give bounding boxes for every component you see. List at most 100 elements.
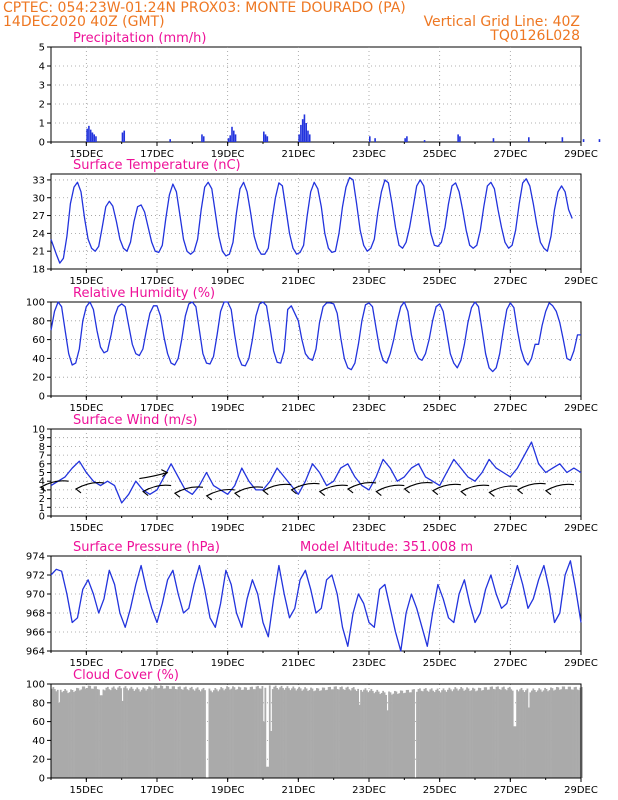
cloud-bar bbox=[364, 688, 367, 778]
panel-3: 0 20 40 60 80 100 15DEC 17DEC 19DEC 21DEC 23DEC 25D… bbox=[26, 286, 598, 414]
cloud-bar bbox=[184, 686, 187, 778]
cloud-bar bbox=[461, 688, 464, 778]
cloud-bar bbox=[523, 691, 526, 778]
y-tick-label: 60 bbox=[32, 717, 45, 728]
x-tick-label: 21DEC bbox=[281, 276, 315, 287]
cloud-bar bbox=[538, 688, 541, 778]
cloud-bar bbox=[193, 690, 196, 778]
x-tick-label: 25DEC bbox=[423, 403, 457, 414]
cloud-bar bbox=[501, 687, 504, 778]
cloud-bar bbox=[210, 690, 212, 778]
cloud-bar bbox=[514, 726, 517, 778]
wind-arrow bbox=[431, 483, 461, 496]
cloud-bar bbox=[299, 688, 302, 778]
precip-bar bbox=[457, 134, 459, 142]
precip-bar bbox=[231, 126, 233, 142]
cloud-bar bbox=[121, 700, 124, 778]
wind-arrow bbox=[290, 482, 320, 495]
x-tick-label: 17DEC bbox=[140, 403, 174, 414]
cloud-bar bbox=[196, 687, 199, 778]
cloud-bar bbox=[224, 688, 227, 778]
wind-arrow bbox=[460, 484, 490, 496]
y-tick-label: 2 bbox=[39, 100, 45, 111]
cloud-bar bbox=[189, 687, 192, 778]
cloud-bar bbox=[439, 692, 442, 778]
cloud-bar bbox=[127, 690, 130, 778]
precip-bar bbox=[459, 136, 461, 142]
cloud-bar bbox=[267, 766, 270, 778]
cloud-bar bbox=[187, 690, 190, 778]
cloud-bar bbox=[158, 687, 161, 778]
cloud-bar bbox=[566, 689, 569, 778]
cloud-bar bbox=[526, 688, 529, 778]
x-tick-label: 27DEC bbox=[493, 523, 527, 534]
cloud-bar bbox=[279, 687, 281, 778]
cloud-bar bbox=[520, 687, 523, 778]
y-tick-label: 1 bbox=[39, 503, 45, 514]
y-tick-label: 40 bbox=[32, 736, 45, 747]
cloud-bar bbox=[70, 689, 72, 778]
cloud-bar bbox=[408, 692, 411, 778]
cloud-bar bbox=[162, 688, 165, 778]
y-tick-label: 80 bbox=[32, 698, 45, 709]
panel-1: 0 1 2 3 4 5 15DEC 17DEC 19DEC 21DEC 23DEC 25DEC 27DE… bbox=[39, 31, 601, 160]
cloud-bar bbox=[529, 692, 532, 778]
cloud-bar bbox=[335, 686, 337, 778]
x-tick-label: 23DEC bbox=[352, 658, 386, 669]
cloud-bar bbox=[286, 686, 289, 778]
cloud-bar bbox=[240, 689, 243, 778]
precip-bar bbox=[264, 134, 267, 142]
cloud-bar bbox=[522, 690, 524, 778]
cloud-bar bbox=[548, 690, 551, 778]
cloud-bar bbox=[367, 692, 370, 778]
wind-arrow bbox=[375, 484, 405, 496]
wind-arrow bbox=[205, 488, 235, 501]
precip-bar bbox=[232, 130, 235, 142]
cloud-bar bbox=[265, 766, 268, 778]
cloud-bar bbox=[255, 686, 258, 778]
panel-frame bbox=[50, 173, 582, 270]
panel-frame-top bbox=[50, 683, 582, 779]
x-tick-label: 17DEC bbox=[140, 276, 174, 287]
cloud-bar bbox=[140, 689, 143, 778]
cloud-bar bbox=[420, 690, 423, 778]
precip-bar bbox=[307, 130, 309, 142]
cloud-bar bbox=[542, 690, 545, 778]
cloud-bar bbox=[61, 692, 64, 778]
x-tick-label: 25DEC bbox=[423, 658, 457, 669]
cloud-bar bbox=[358, 704, 361, 778]
cloud-bar bbox=[64, 688, 67, 778]
cloud-bar bbox=[560, 689, 563, 778]
y-tick-label: 1 bbox=[39, 119, 45, 130]
cloud-bar bbox=[282, 688, 284, 778]
cloud-bar bbox=[249, 686, 252, 778]
x-tick-label: 23DEC bbox=[352, 149, 386, 160]
cloud-bar bbox=[457, 690, 460, 778]
cloud-bar bbox=[283, 689, 286, 778]
cloud-bar bbox=[114, 688, 117, 778]
cloud-bar bbox=[288, 688, 290, 778]
x-tick-label: 23DEC bbox=[352, 785, 386, 796]
cloud-bar bbox=[311, 688, 314, 778]
cloud-bar bbox=[217, 691, 220, 778]
cloud-bar bbox=[177, 686, 180, 778]
precip-bar bbox=[121, 132, 124, 142]
cloud-bar bbox=[316, 688, 318, 778]
y-tick-label: 4 bbox=[39, 477, 45, 488]
y-tick-label: 60 bbox=[32, 335, 45, 346]
cloud-bar bbox=[102, 689, 105, 778]
cloud-bar bbox=[578, 690, 580, 778]
cloud-bar bbox=[579, 687, 582, 778]
cloud-bar bbox=[65, 690, 68, 778]
cloud-bar bbox=[168, 688, 171, 778]
cloud-bar bbox=[273, 686, 276, 778]
cloud-bar bbox=[314, 690, 317, 778]
cloud-bar bbox=[204, 690, 206, 778]
y-tick-label: 3 bbox=[39, 485, 45, 496]
precip-bar bbox=[404, 138, 406, 142]
cloud-bar bbox=[448, 687, 451, 778]
cloud-bar bbox=[173, 686, 175, 778]
cloud-bar bbox=[264, 687, 267, 778]
cloud-bar bbox=[550, 687, 552, 778]
